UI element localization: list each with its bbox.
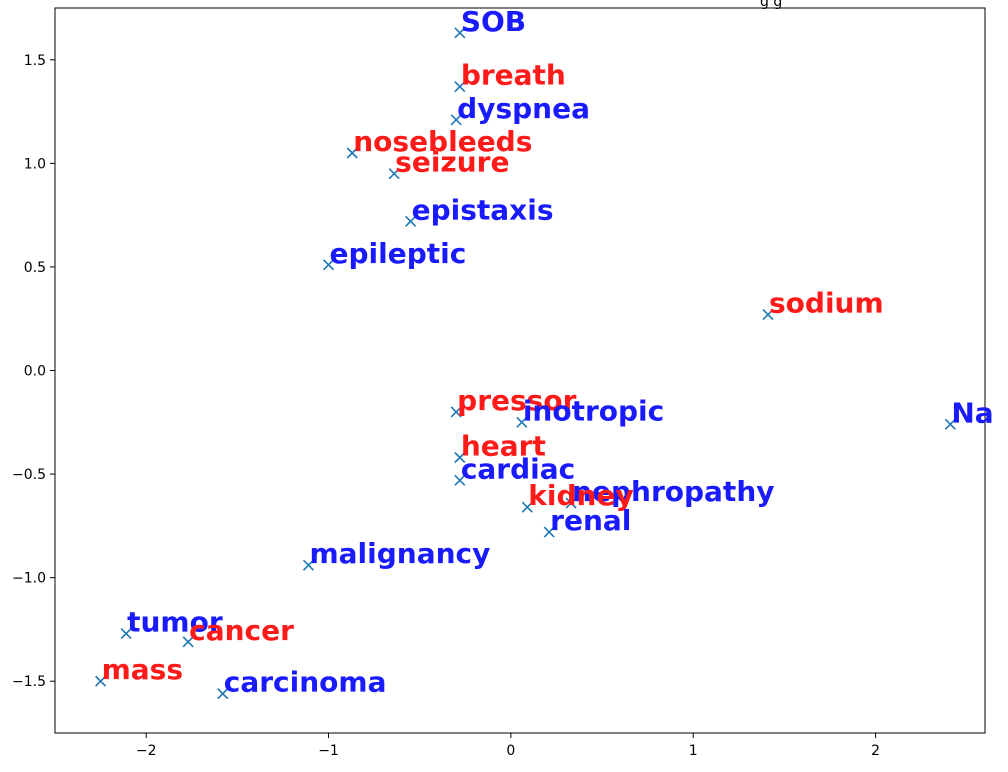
point-marker [454, 451, 466, 464]
point-label: nosebleeds [353, 125, 532, 158]
point-marker [454, 81, 466, 93]
point-label: nephropathy [572, 475, 774, 508]
point-marker [450, 114, 462, 126]
point-marker [405, 215, 417, 227]
point-marker [565, 497, 577, 509]
point-marker [516, 416, 528, 428]
point-label: Na [951, 396, 993, 429]
point-label: carcinoma [224, 666, 387, 699]
y-tick-label: −1.5 [12, 674, 46, 690]
point-label: heart [461, 430, 546, 463]
y-tick-label: 0.0 [24, 364, 46, 380]
y-tick-label: −0.5 [12, 467, 46, 483]
x-tick-label: −2 [136, 743, 157, 759]
y-tick-label: −1.0 [12, 571, 46, 587]
point-marker [95, 675, 107, 687]
x-tick-label: 1 [689, 743, 698, 759]
point-marker [217, 688, 229, 700]
point-marker [762, 309, 774, 321]
y-tick-label: 0.5 [24, 260, 46, 276]
point-label: breath [461, 59, 566, 92]
title-fragment: g g [760, 0, 782, 10]
point-label: pressor [457, 384, 576, 417]
y-tick-label: 1.5 [24, 53, 46, 69]
chart-title-fragment: g g [760, 0, 782, 10]
point-marker [302, 559, 315, 571]
point-marker [322, 259, 335, 271]
point-label: malignancy [309, 537, 490, 570]
point-marker [543, 526, 555, 538]
x-tick-label: 0 [506, 743, 515, 759]
point-marker [521, 501, 533, 513]
point-label: epileptic [330, 237, 467, 270]
point-marker [944, 418, 956, 430]
point-label: sodium [769, 287, 884, 320]
point-label: SOB [461, 5, 526, 38]
point-label: epistaxis [412, 193, 554, 226]
x-tick-label: 2 [871, 743, 880, 759]
point-label: dyspnea [457, 92, 590, 125]
point-marker [450, 406, 462, 418]
point-marker [346, 147, 358, 159]
point-label: kidney [528, 479, 633, 512]
point-label: inotropic [523, 394, 664, 427]
point-marker [454, 474, 466, 486]
point-label: renal [550, 504, 631, 537]
y-tick-label: 1.0 [24, 156, 46, 172]
point-label: cancer [189, 614, 294, 647]
point-label: cardiac [461, 452, 575, 485]
point-label: tumor [127, 606, 223, 639]
point-label: mass [102, 653, 183, 686]
point-marker [182, 636, 194, 648]
point-marker [388, 168, 400, 180]
point-label: seizure [395, 146, 509, 179]
point-marker [120, 628, 132, 640]
point-marker [454, 27, 466, 39]
x-tick-label: −1 [318, 743, 339, 759]
